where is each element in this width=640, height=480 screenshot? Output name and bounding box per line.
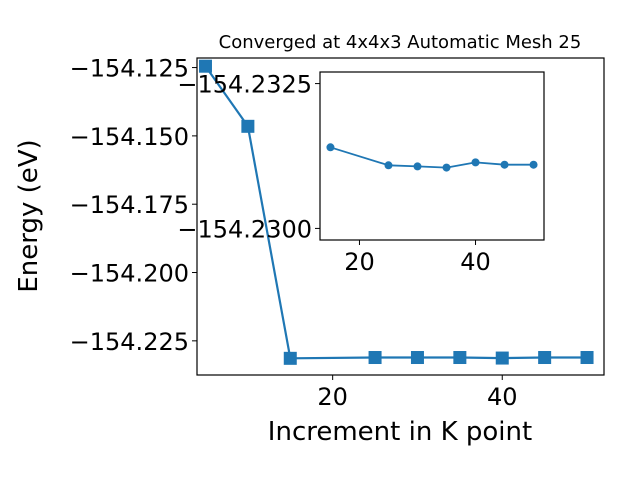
inset-plot: 20 40 −154.2325 −154.2300 — [177, 71, 545, 276]
inset-data-point — [326, 143, 335, 152]
main-data-point — [410, 351, 424, 365]
inset-data-point — [413, 162, 422, 171]
main-data-point — [580, 351, 594, 365]
inset-y-tick-label: −154.2325 — [177, 71, 312, 99]
main-data-point — [241, 119, 255, 133]
main-data-point — [453, 351, 467, 365]
chart-title: Converged at 4x4x3 Automatic Mesh 25 — [219, 32, 582, 53]
x-axis-label: Increment in K point — [268, 417, 532, 447]
inset-x-tick-label: 40 — [460, 248, 491, 276]
main-data-point — [538, 351, 552, 365]
main-data-point — [283, 351, 297, 365]
main-x-tick-label: 20 — [317, 383, 348, 411]
main-data-point — [198, 59, 212, 73]
inset-data-point — [529, 160, 538, 169]
inset-y-tick-label: −154.2300 — [177, 215, 312, 243]
main-y-tick-label: −154.150 — [70, 123, 189, 151]
y-axis-label: Energy (eV) — [14, 139, 44, 292]
main-y-tick-label: −154.225 — [70, 328, 189, 356]
main-data-point — [495, 351, 509, 365]
inset-axes-frame — [319, 71, 545, 241]
inset-data-point — [500, 160, 509, 169]
inset-data-point — [384, 161, 393, 170]
main-y-tick-label: −154.175 — [70, 191, 189, 219]
main-axes-frame — [196, 57, 605, 376]
main-plot: 20 40 −154.125 −154.150 −154.175 −154.200 −154… — [14, 32, 605, 447]
main-x-tick-label: 40 — [487, 383, 518, 411]
main-y-tick-label: −154.125 — [70, 55, 189, 83]
main-y-tick-label: −154.200 — [70, 260, 189, 288]
inset-background — [320, 72, 544, 240]
inset-data-point — [442, 163, 451, 172]
inset-data-point — [471, 158, 480, 167]
main-data-point — [368, 351, 382, 365]
inset-x-tick-label: 20 — [344, 248, 375, 276]
